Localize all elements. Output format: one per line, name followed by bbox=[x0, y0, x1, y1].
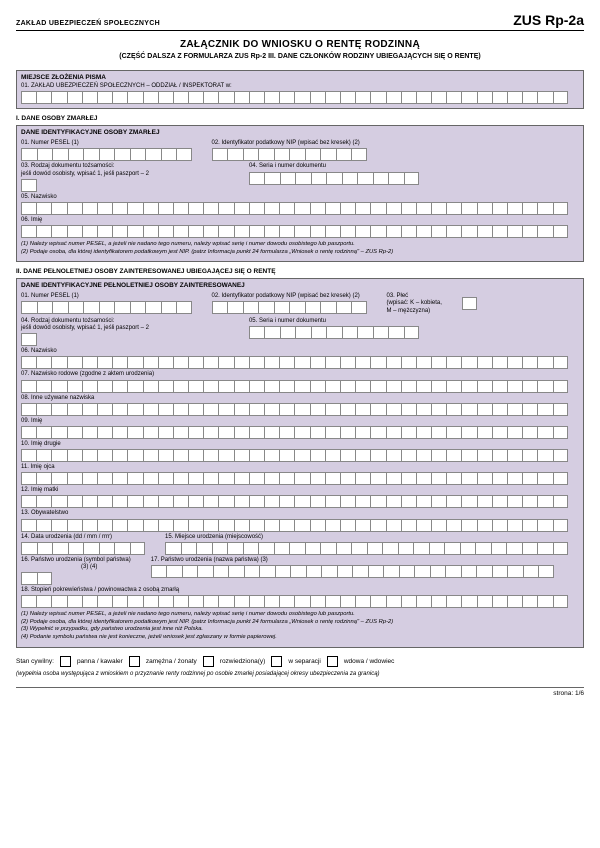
input-cells[interactable] bbox=[249, 326, 420, 339]
input-cells[interactable] bbox=[151, 565, 579, 578]
input-cells[interactable] bbox=[21, 179, 149, 192]
input-cells[interactable] bbox=[21, 301, 192, 314]
input-cells[interactable] bbox=[21, 91, 579, 104]
field-label: 10. Imię drugie bbox=[21, 441, 579, 448]
input-cells[interactable] bbox=[21, 495, 579, 508]
field-label: 01. ZAKŁAD UBEZPIECZEŃ SPOŁECZNYCH – ODD… bbox=[21, 83, 579, 90]
section-heading: II. DANE PEŁNOLETNIEJ OSOBY ZAINTERESOWA… bbox=[16, 268, 584, 275]
field-label: 05. Seria i numer dokumentu bbox=[249, 318, 420, 325]
input-cells[interactable] bbox=[21, 426, 579, 439]
field-label: 02. Identyfikator podatkowy NIP (wpisać … bbox=[212, 140, 367, 147]
input-cells[interactable] bbox=[212, 148, 367, 161]
field-label: 03. Rodzaj dokumentu tożsamości:jeśli do… bbox=[21, 163, 149, 177]
input-cells[interactable] bbox=[165, 542, 579, 555]
section-note: (1) Należy wpisać numer PESEL, a jeżeli … bbox=[21, 238, 579, 257]
checkbox[interactable] bbox=[60, 656, 71, 667]
section-deceased: DANE IDENTYFIKACYJNE OSOBY ZMARŁEJ 01. N… bbox=[16, 125, 584, 262]
input-cells[interactable] bbox=[21, 572, 131, 585]
field-label: 17. Państwo urodzenia (nazwa państwa) (3… bbox=[151, 557, 579, 564]
input-cells[interactable] bbox=[21, 225, 579, 238]
section-heading: I. DANE OSOBY ZMARŁEJ bbox=[16, 115, 584, 122]
input-cells[interactable] bbox=[21, 333, 149, 346]
form-subtitle: (CZĘŚĆ DALSZA Z FORMULARZA ZUS Rp-2 III.… bbox=[16, 53, 584, 60]
field-label: 12. Imię matki bbox=[21, 487, 579, 494]
input-cells[interactable] bbox=[212, 301, 367, 314]
section-header: DANE IDENTYFIKACYJNE OSOBY ZMARŁEJ bbox=[21, 129, 579, 136]
field-label: 14. Data urodzenia (dd / mm / rrrr) bbox=[21, 534, 145, 541]
form-code: ZUS Rp-2a bbox=[513, 12, 584, 28]
header-rule bbox=[16, 30, 584, 31]
checkbox[interactable] bbox=[327, 656, 338, 667]
checkbox[interactable] bbox=[129, 656, 140, 667]
field-label: 03. Płeć(wpisać: K – kobieta, M – mężczy… bbox=[387, 293, 442, 315]
input-cells[interactable] bbox=[462, 297, 478, 310]
checkbox[interactable] bbox=[203, 656, 214, 667]
field-label: 02. Identyfikator podatkowy NIP (wpisać … bbox=[212, 293, 367, 300]
field-label: 09. Imię bbox=[21, 418, 579, 425]
input-cells[interactable] bbox=[249, 172, 420, 185]
marital-status-row: Stan cywilny: panna / kawaler zamężna / … bbox=[16, 656, 584, 667]
field-label: 06. Nazwisko bbox=[21, 348, 579, 355]
input-cells[interactable] bbox=[21, 472, 579, 485]
form-title: ZAŁĄCZNIK DO WNIOSKU O RENTĘ RODZINNĄ bbox=[16, 39, 584, 50]
field-label: 11. Imię ojca bbox=[21, 464, 579, 471]
section-note: (1) Należy wpisać numer PESEL, a jeżeli … bbox=[21, 608, 579, 642]
input-cells[interactable] bbox=[21, 542, 145, 555]
field-label: 04. Rodzaj dokumentu tożsamości:jeśli do… bbox=[21, 318, 149, 332]
field-label: 01. Numer PESEL (1) bbox=[21, 140, 192, 147]
input-cells[interactable] bbox=[21, 202, 579, 215]
page-footer: strona: 1/6 bbox=[16, 687, 584, 697]
org-name: ZAKŁAD UBEZPIECZEŃ SPOŁECZNYCH bbox=[16, 20, 160, 27]
section-applicant: DANE IDENTYFIKACYJNE PEŁNOLETNIEJ OSOBY … bbox=[16, 278, 584, 647]
input-cells[interactable] bbox=[21, 595, 579, 608]
field-label: 06. Imię bbox=[21, 217, 579, 224]
input-cells[interactable] bbox=[21, 380, 579, 393]
field-label: 08. Inne używane nazwiska bbox=[21, 395, 579, 402]
italic-note: (wypełnia osoba występująca z wnioskiem … bbox=[16, 671, 584, 677]
input-cells[interactable] bbox=[21, 356, 579, 369]
field-label: 16. Państwo urodzenia (symbol państwa)(3… bbox=[21, 557, 131, 571]
input-cells[interactable] bbox=[21, 148, 192, 161]
section-header: MIEJSCE ZŁOŻENIA PISMA bbox=[21, 74, 579, 81]
field-label: 04. Seria i numer dokumentu bbox=[249, 163, 420, 170]
field-label: 15. Miejsce urodzenia (miejscowość) bbox=[165, 534, 579, 541]
marital-label: Stan cywilny: bbox=[16, 658, 54, 665]
field-label: 18. Stopień pokrewieństwa / powinowactwa… bbox=[21, 587, 579, 594]
field-label: 13. Obywatelstwo bbox=[21, 510, 579, 517]
field-label: 01. Numer PESEL (1) bbox=[21, 293, 192, 300]
checkbox[interactable] bbox=[271, 656, 282, 667]
input-cells[interactable] bbox=[21, 519, 579, 532]
input-cells[interactable] bbox=[21, 403, 579, 416]
field-label: 07. Nazwisko rodowe (zgodne z aktem urod… bbox=[21, 371, 579, 378]
field-label: 05. Nazwisko bbox=[21, 194, 579, 201]
section-place: MIEJSCE ZŁOŻENIA PISMA 01. ZAKŁAD UBEZPI… bbox=[16, 70, 584, 109]
input-cells[interactable] bbox=[21, 449, 579, 462]
section-header: DANE IDENTYFIKACYJNE PEŁNOLETNIEJ OSOBY … bbox=[21, 282, 579, 289]
